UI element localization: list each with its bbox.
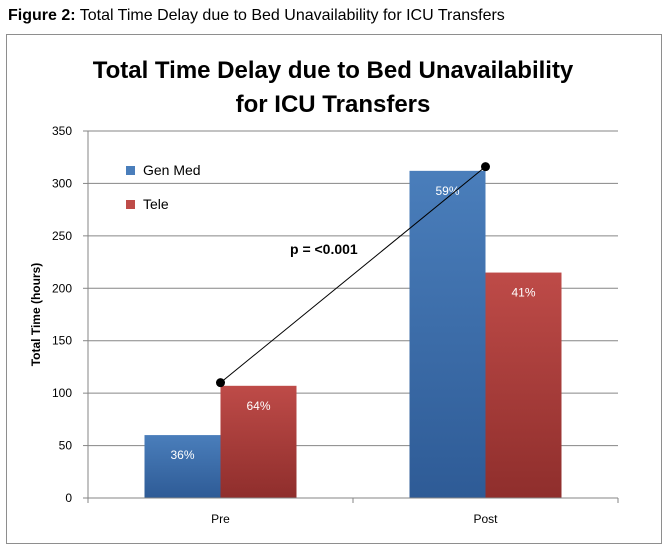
y-tick-label: 100	[52, 386, 72, 400]
bar-tele-pre	[220, 385, 297, 498]
x-tick-label: Pre	[211, 512, 230, 526]
figure-caption-label: Figure 2:	[8, 7, 76, 24]
y-tick-label: 250	[52, 229, 72, 243]
p-value-annotation: p = <0.001	[290, 241, 358, 257]
bar-data-label: 36%	[170, 448, 194, 462]
y-tick-label: 150	[52, 334, 72, 348]
legend-swatch	[126, 166, 135, 175]
figure-caption: Figure 2: Total Time Delay due to Bed Un…	[8, 7, 505, 25]
bar-gen-med-pre	[144, 435, 221, 498]
x-tick-label: Post	[473, 512, 498, 526]
bar-labels: 36% 64% 59% 41%	[170, 184, 535, 462]
y-axis-label: Total Time (hours)	[29, 263, 43, 367]
y-tick-label: 300	[52, 176, 72, 190]
bar-data-label: 41%	[511, 286, 535, 300]
trend-point-post	[481, 162, 490, 172]
legend: Gen Med Tele	[126, 162, 201, 212]
bar-data-label: 59%	[435, 184, 459, 198]
figure-caption-text: Total Time Delay due to Bed Unavailabili…	[79, 7, 505, 24]
y-tick-label: 200	[52, 281, 72, 295]
bars	[144, 170, 562, 499]
legend-label: Tele	[143, 196, 169, 212]
chart-title-line: for ICU Transfers	[236, 91, 431, 118]
y-tick-label: 350	[52, 124, 72, 138]
bar-gen-med-post	[409, 170, 486, 499]
y-tick-label: 0	[65, 491, 72, 505]
legend-swatch	[126, 200, 135, 209]
y-tick-label: 50	[59, 439, 73, 453]
chart-title: Total Time Delay due to Bed Unavailabili…	[93, 57, 574, 118]
chart-title-line: Total Time Delay due to Bed Unavailabili…	[93, 57, 574, 84]
bar-data-label: 64%	[246, 399, 270, 413]
annotations: p = <0.001	[216, 162, 490, 388]
axes: 0 50 100 150 200 250 300 350 Pre Post Total Time (…	[29, 124, 619, 526]
trend-line	[220, 166, 486, 384]
bar-tele-post	[485, 272, 562, 498]
legend-label: Gen Med	[143, 162, 201, 178]
trend-point-pre	[216, 378, 225, 388]
